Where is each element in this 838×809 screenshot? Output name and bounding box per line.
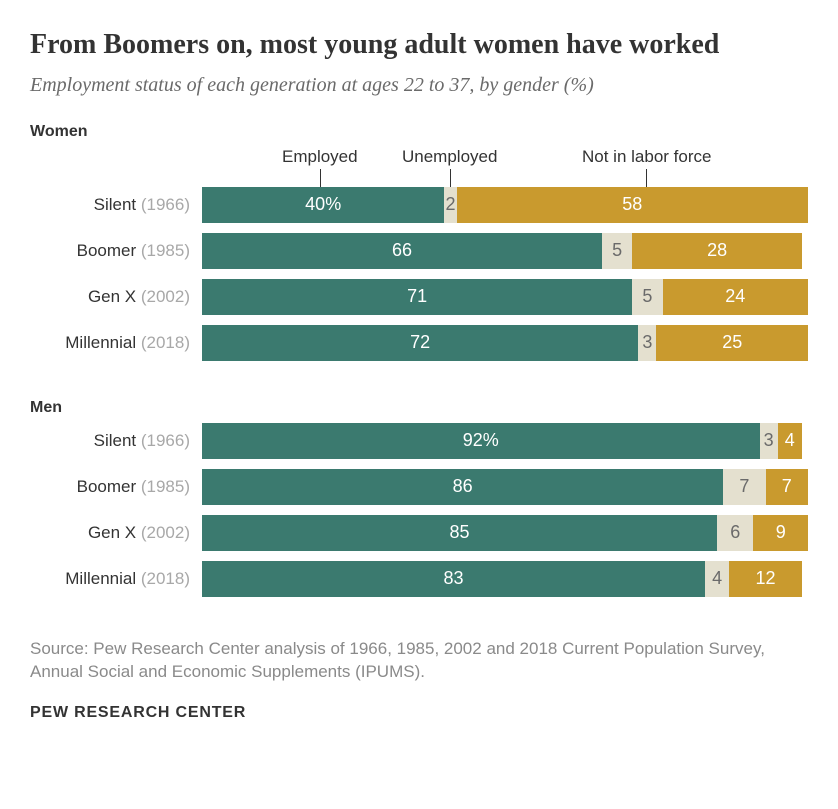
segment-unemployed: 2: [444, 187, 456, 223]
row-label: Silent (1966): [30, 195, 202, 215]
segment-employed: 83: [202, 561, 705, 597]
segment-unemployed: 7: [723, 469, 765, 505]
stacked-bar: 8569: [202, 515, 808, 551]
row-label: Millennial (2018): [30, 569, 202, 589]
group-women: Silent (1966)40%258Boomer (1985)66528Gen…: [30, 187, 808, 361]
chart-subtitle: Employment status of each generation at …: [30, 74, 808, 97]
segment-employed: 86: [202, 469, 723, 505]
table-row: Boomer (1985)8677: [30, 469, 808, 505]
table-row: Gen X (2002)8569: [30, 515, 808, 551]
segment-nilf: 58: [457, 187, 808, 223]
stacked-bar: 40%258: [202, 187, 808, 223]
stacked-bar: 83412: [202, 561, 808, 597]
stacked-bar: 72325: [202, 325, 808, 361]
group-men: Silent (1966)92%34Boomer (1985)8677Gen X…: [30, 423, 808, 597]
segment-unemployed: 5: [602, 233, 632, 269]
segment-unemployed: 3: [760, 423, 778, 459]
table-row: Silent (1966)40%258: [30, 187, 808, 223]
row-label: Boomer (1985): [30, 477, 202, 497]
stacked-bar: 71524: [202, 279, 808, 315]
table-row: Millennial (2018)83412: [30, 561, 808, 597]
stacked-bar: 8677: [202, 469, 808, 505]
segment-unemployed: 3: [638, 325, 656, 361]
table-row: Silent (1966)92%34: [30, 423, 808, 459]
segment-employed: 40%: [202, 187, 444, 223]
table-row: Gen X (2002)71524: [30, 279, 808, 315]
table-row: Boomer (1985)66528: [30, 233, 808, 269]
segment-employed: 92%: [202, 423, 760, 459]
segment-nilf: 9: [753, 515, 808, 551]
chart-area: Women Employed Unemployed Not in labor f…: [30, 123, 808, 597]
segment-employed: 71: [202, 279, 632, 315]
segment-nilf: 25: [656, 325, 808, 361]
segment-unemployed: 4: [705, 561, 729, 597]
legend-unemployed: Unemployed: [402, 147, 497, 167]
segment-nilf: 12: [729, 561, 802, 597]
source-note: Source: Pew Research Center analysis of …: [30, 637, 808, 685]
row-label: Millennial (2018): [30, 333, 202, 353]
segment-employed: 85: [202, 515, 717, 551]
group-header-women: Women: [30, 123, 808, 141]
row-label: Silent (1966): [30, 431, 202, 451]
segment-unemployed: 6: [717, 515, 753, 551]
segment-nilf: 28: [632, 233, 802, 269]
chart-title: From Boomers on, most young adult women …: [30, 28, 808, 62]
segment-employed: 66: [202, 233, 602, 269]
group-header-men: Men: [30, 399, 808, 417]
stacked-bar: 66528: [202, 233, 808, 269]
row-label: Gen X (2002): [30, 523, 202, 543]
table-row: Millennial (2018)72325: [30, 325, 808, 361]
segment-nilf: 24: [663, 279, 808, 315]
segment-nilf: 4: [778, 423, 802, 459]
segment-nilf: 7: [766, 469, 808, 505]
attribution: PEW RESEARCH CENTER: [30, 704, 808, 722]
segment-unemployed: 5: [632, 279, 662, 315]
stacked-bar: 92%34: [202, 423, 808, 459]
legend-nilf: Not in labor force: [582, 147, 711, 167]
legend-employed: Employed: [282, 147, 358, 167]
row-label: Boomer (1985): [30, 241, 202, 261]
row-label: Gen X (2002): [30, 287, 202, 307]
legend: Employed Unemployed Not in labor force: [202, 147, 808, 187]
segment-employed: 72: [202, 325, 638, 361]
